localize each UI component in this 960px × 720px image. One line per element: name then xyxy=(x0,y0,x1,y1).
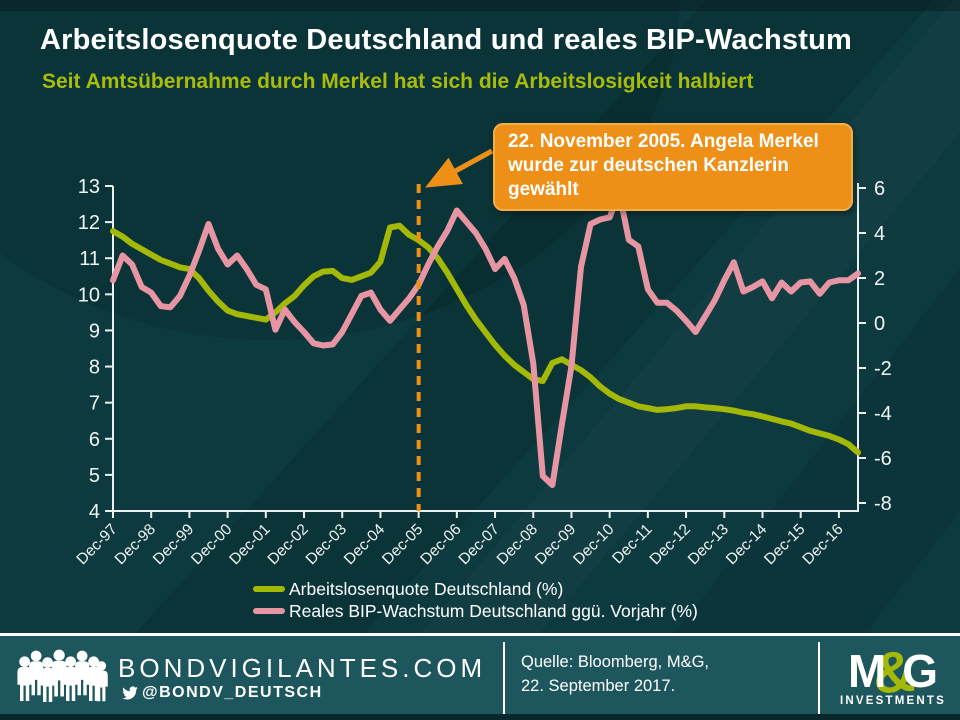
left-axis-label: 7 xyxy=(89,393,100,415)
footer-divider xyxy=(818,642,820,714)
gdp-line-swatch xyxy=(253,608,285,614)
gdp-line xyxy=(110,189,861,488)
source-line-2: 22. September 2017. xyxy=(521,677,676,695)
right-axis-label: -4 xyxy=(874,403,892,425)
right-axis-label: 0 xyxy=(874,313,885,335)
x-axis-label: Dec-01 xyxy=(226,521,273,568)
top-strip xyxy=(0,0,960,11)
x-axis-label: Dec-12 xyxy=(647,521,694,568)
left-axis-label: 12 xyxy=(78,212,100,234)
right-axis-label: -6 xyxy=(874,448,892,470)
x-axis-label: Dec-98 xyxy=(112,521,159,568)
left-axis-label: 6 xyxy=(89,429,100,451)
legend-label: Arbeitslosenquote Deutschland (%) xyxy=(289,578,564,599)
x-axis-label: Dec-06 xyxy=(417,521,464,568)
left-axis-label: 4 xyxy=(89,501,100,523)
legend-label: Reales BIP-Wachstum Deutschland ggü. Vor… xyxy=(289,600,698,621)
mg-logo-subtext: INVESTMENTS xyxy=(840,695,946,707)
x-axis-label: Dec-99 xyxy=(150,521,197,568)
page-subtitle: Seit Amtsübernahme durch Merkel hat sich… xyxy=(42,70,754,93)
x-axis-label: Dec-10 xyxy=(570,521,618,569)
footer: BONDVIGILANTES.COM @BONDV_DEUTSCH Quelle… xyxy=(0,633,960,720)
right-axis-label: -2 xyxy=(874,358,892,380)
brand-link[interactable]: BONDVIGILANTES.COM xyxy=(118,653,487,683)
footer-bottom-strip xyxy=(0,714,960,720)
right-axis-label: 2 xyxy=(874,268,885,290)
mg-logo-letters: M&G xyxy=(848,638,938,707)
x-axis-label: Dec-00 xyxy=(188,521,236,569)
footer-divider xyxy=(503,642,505,714)
legend-item-unemployment: Arbeitslosenquote Deutschland (%) xyxy=(253,578,698,600)
x-axis-label: Dec-14 xyxy=(723,521,771,569)
left-axis-label: 10 xyxy=(78,284,100,306)
x-axis-label: Dec-11 xyxy=(609,521,656,568)
x-axis-label: Dec-08 xyxy=(494,521,541,568)
right-axis-label: -8 xyxy=(874,493,892,515)
twitter-handle[interactable]: @BONDV_DEUTSCH xyxy=(142,684,323,701)
left-axis-label: 11 xyxy=(79,248,100,270)
right-axis-label: 4 xyxy=(874,223,885,245)
mg-investments-logo: M&G INVESTMENTS xyxy=(836,638,948,707)
left-axis-label: 13 xyxy=(78,176,100,198)
unemployment-line xyxy=(110,222,861,456)
chart-legend: Arbeitslosenquote Deutschland (%) Reales… xyxy=(253,578,698,622)
left-axis-label: 9 xyxy=(89,320,100,342)
x-axis-label: Dec-15 xyxy=(761,521,808,568)
x-axis-label: Dec-13 xyxy=(685,521,732,568)
right-axis-label: 6 xyxy=(874,178,885,200)
x-axis-label: Dec-97 xyxy=(73,521,120,568)
crowd-icon xyxy=(17,649,108,702)
page-title: Arbeitslosenquote Deutschland und reales… xyxy=(40,24,852,56)
x-axis-label: Dec-04 xyxy=(341,521,389,569)
annotation-arrow xyxy=(425,148,494,188)
x-axis-label: Dec-07 xyxy=(456,521,503,568)
source-line-1: Quelle: Bloomberg, M&G, xyxy=(521,653,709,671)
x-axis-label: Dec-02 xyxy=(265,521,312,568)
x-axis-label: Dec-16 xyxy=(799,521,846,568)
left-axis-label: 5 xyxy=(89,465,100,487)
x-axis-label: Dec-09 xyxy=(532,521,579,568)
legend-item-gdp: Reales BIP-Wachstum Deutschland ggü. Vor… xyxy=(253,600,698,622)
source-note: Quelle: Bloomberg, M&G, 22. September 20… xyxy=(521,650,709,698)
twitter-row: @BONDV_DEUTSCH xyxy=(121,684,323,702)
x-axis-label: Dec-03 xyxy=(303,521,350,568)
unemployment-line-swatch xyxy=(253,586,285,592)
twitter-icon xyxy=(122,685,138,700)
x-axis-label: Dec-05 xyxy=(379,521,426,568)
left-axis-label: 8 xyxy=(89,357,100,379)
merkel-annotation-box: 22. November 2005. Angela Merkel wurde z… xyxy=(493,123,853,211)
